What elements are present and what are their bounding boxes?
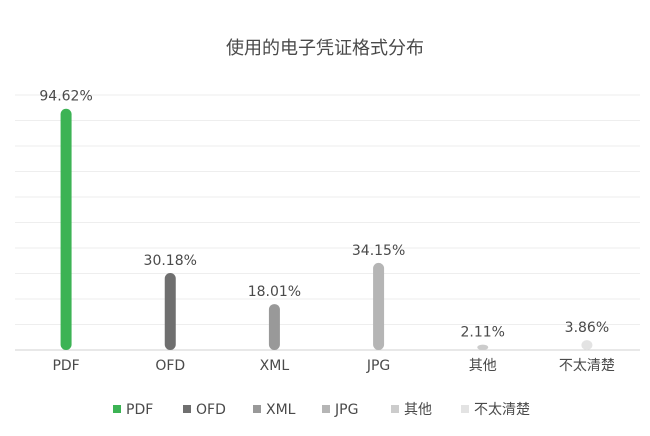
value-label: 30.18% <box>144 253 197 269</box>
value-labels: 94.62% 30.18% 18.01% 34.15% 2.11% 3.86% <box>39 89 609 341</box>
category-label: JPG <box>366 358 390 374</box>
chart-title: 使用的电子凭证格式分布 <box>226 38 424 59</box>
category-label: PDF <box>52 358 79 374</box>
legend-label: 其他 <box>404 402 432 418</box>
value-label: 94.62% <box>39 89 92 105</box>
legend-label: PDF <box>126 402 153 418</box>
legend-swatch <box>322 405 330 413</box>
value-label: 2.11% <box>461 325 505 341</box>
category-label: 其他 <box>469 358 497 374</box>
category-label: 不太清楚 <box>559 358 615 374</box>
bar-3 <box>373 262 385 350</box>
legend-label: XML <box>266 402 296 418</box>
legend-swatch <box>461 405 469 413</box>
legend-swatch <box>113 405 121 413</box>
bar-2 <box>268 304 280 350</box>
category-label: XML <box>260 358 290 374</box>
bars <box>60 108 593 351</box>
legend-swatch <box>391 405 399 413</box>
category-labels: PDF OFD XML JPG 其他 不太清楚 <box>52 358 614 374</box>
value-label: 18.01% <box>248 284 301 300</box>
bar-5 <box>581 340 593 350</box>
legend-label: OFD <box>196 402 226 418</box>
bar-1 <box>164 273 176 350</box>
legend-swatch <box>183 405 191 413</box>
bar-0 <box>60 108 72 351</box>
value-label: 3.86% <box>565 320 609 336</box>
bar-4 <box>477 344 489 350</box>
gridlines <box>15 94 640 351</box>
category-label: OFD <box>155 358 185 374</box>
legend-label: 不太清楚 <box>474 402 530 418</box>
value-label: 34.15% <box>352 243 405 259</box>
legend: PDF OFD XML JPG 其他 不太清楚 <box>113 402 530 418</box>
legend-swatch <box>253 405 261 413</box>
legend-label: JPG <box>334 402 358 418</box>
